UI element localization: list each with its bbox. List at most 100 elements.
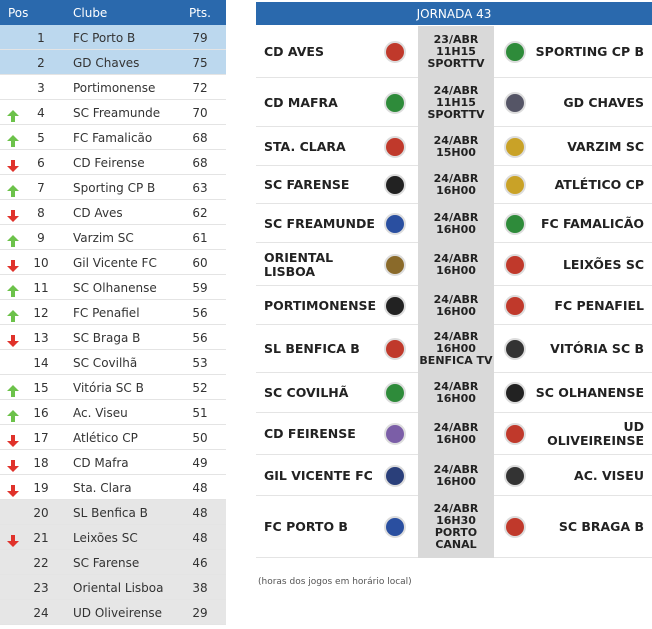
- arrow-down: [7, 457, 19, 472]
- club: SC Farense: [73, 555, 140, 570]
- icon: [7, 335, 19, 347]
- club: Sporting CP B: [73, 180, 156, 195]
- home-team: ORIENTAL LISBOA: [264, 249, 334, 279]
- crest: [504, 135, 526, 158]
- crest: [384, 41, 406, 63]
- match-row: SC FREAMUNDE 24/ABR 16H00 FC FAMALICÃO: [256, 204, 652, 243]
- home-team: SL BENFICA B: [264, 341, 360, 356]
- header-cell: Pos: [8, 5, 29, 20]
- points: 48: [192, 530, 208, 545]
- icon: [7, 110, 19, 122]
- info-line: 24/ABR: [433, 133, 479, 147]
- position: 20: [33, 505, 49, 520]
- standings-row: 10 Gil Vicente FC 60: [0, 250, 226, 275]
- points: 51: [192, 405, 208, 420]
- match-row: STA. CLARA 24/ABR 15H00 VARZIM SC: [256, 127, 652, 166]
- icon: [7, 160, 19, 172]
- crest: [504, 338, 526, 360]
- info-line: 16H00: [436, 184, 476, 197]
- arrow-up: [7, 182, 19, 197]
- arrow-down: [7, 157, 19, 172]
- position: 9: [37, 230, 45, 245]
- info-line: 16H00: [436, 222, 476, 236]
- match-row: CD AVES 23/ABR 11H15 SPORTTV SPORTING CP B: [256, 26, 652, 78]
- position: 7: [37, 180, 45, 195]
- points: 56: [192, 305, 208, 320]
- icon: [7, 435, 19, 447]
- standings-row: 20 SL Benfica B 48: [0, 500, 226, 525]
- arrow-down: [7, 532, 19, 547]
- points: 53: [192, 355, 208, 370]
- standings-row: 5 FC Famalicão 68: [0, 125, 226, 150]
- icon: [7, 135, 19, 147]
- icon: [7, 535, 19, 547]
- home-team: CD AVES: [264, 44, 324, 59]
- club: Ac. Viseu: [73, 405, 128, 420]
- icon: [7, 235, 19, 247]
- club: Gil Vicente FC: [73, 255, 157, 270]
- away-team: AC. VISEU: [574, 467, 644, 483]
- info-line: 16H00: [436, 392, 476, 405]
- home-team: CD FEIRENSE: [264, 426, 356, 441]
- match-info: 24/ABR 16H00 BENFICA TV: [418, 325, 494, 373]
- club: Varzim SC: [73, 230, 134, 245]
- home-team: STA. CLARA: [264, 138, 346, 154]
- home-team: SC COVILHÃ: [264, 385, 349, 400]
- note: (horas dos jogos em horário local): [258, 577, 412, 587]
- crest: [504, 91, 526, 114]
- points: 68: [192, 130, 208, 145]
- position: 23: [33, 580, 49, 595]
- info-line: 11H15: [436, 45, 476, 58]
- club: Sta. Clara: [73, 480, 132, 495]
- info-line: 16H30: [436, 514, 476, 527]
- info-line: 16H00: [436, 342, 476, 355]
- club: GD Chaves: [73, 55, 140, 70]
- points: 79: [192, 30, 208, 45]
- away-team: FC FAMALICÃO: [540, 215, 644, 231]
- club: Leixões SC: [73, 530, 138, 545]
- info-line: 24/ABR: [433, 83, 479, 97]
- crest: [504, 516, 526, 538]
- club: CD Mafra: [73, 455, 129, 470]
- info-line: 24/ABR: [433, 380, 479, 393]
- position: 15: [33, 380, 49, 395]
- standings-row: 6 CD Feirense 68: [0, 150, 226, 175]
- position: 10: [33, 255, 49, 270]
- icon: [7, 485, 19, 497]
- position: 14: [33, 355, 49, 370]
- match-info: 24/ABR 16H00: [418, 455, 494, 496]
- club: CD Feirense: [73, 155, 145, 170]
- position: 21: [33, 530, 49, 545]
- away-team: ATLÉTICO CP: [554, 177, 644, 192]
- icon: [7, 285, 19, 297]
- away-team: VARZIM SC: [567, 138, 644, 154]
- points: 48: [192, 480, 208, 495]
- position: 11: [33, 280, 49, 295]
- match-row: FC PORTO B 24/ABR 16H30 PORTO CANAL SC BRAGA …: [256, 496, 652, 558]
- icon: [7, 185, 19, 197]
- points: 68: [192, 155, 208, 170]
- home-team: SC FREAMUNDE: [264, 215, 375, 231]
- standings-row: 24 UD Oliveirense 29: [0, 600, 226, 625]
- info-line: SPORTTV: [427, 57, 485, 70]
- match-info: 24/ABR 16H00: [418, 413, 494, 455]
- arrow-up: [7, 282, 19, 297]
- crest: [384, 464, 406, 487]
- position: 5: [37, 130, 45, 145]
- standings-row: 22 SC Farense 46: [0, 550, 226, 575]
- points: 50: [192, 430, 208, 445]
- match-info: 24/ABR 16H00: [418, 166, 494, 204]
- arrow-down: [7, 482, 19, 497]
- match-info: 24/ABR 16H00: [418, 204, 494, 243]
- points: 52: [192, 380, 208, 395]
- match-info: 24/ABR 16H00: [418, 286, 494, 325]
- match-row: ORIENTAL LISBOA 24/ABR 16H00 LEIXÕES SC: [256, 243, 652, 286]
- points: 72: [192, 80, 208, 95]
- standings-row: 16 Ac. Viseu 51: [0, 400, 226, 425]
- arrow-down: [7, 207, 19, 222]
- position: 17: [33, 430, 49, 445]
- info-line: 24/ABR: [433, 172, 479, 185]
- info-line: 24/ABR: [433, 251, 479, 265]
- crest: [384, 423, 406, 445]
